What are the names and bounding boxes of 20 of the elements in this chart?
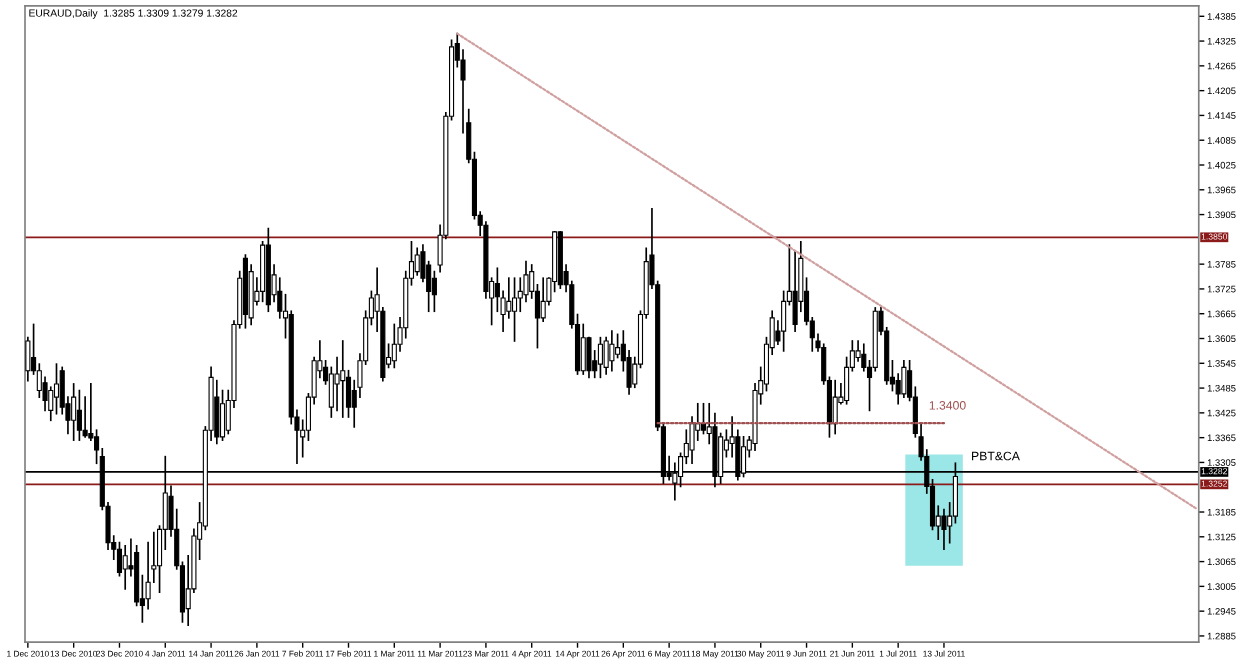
candlestick [71, 383, 77, 441]
candlestick [76, 389, 82, 441]
candlestick [901, 359, 907, 399]
candlestick [832, 379, 838, 435]
candlestick [603, 336, 609, 375]
candlestick [586, 336, 592, 379]
candlestick [391, 323, 397, 369]
candlestick [941, 508, 947, 551]
candlestick [122, 545, 128, 590]
candlestick [597, 336, 603, 379]
candlestick [506, 277, 512, 319]
candlestick [260, 241, 266, 303]
candlestick [615, 333, 621, 359]
candlestick [609, 330, 615, 372]
candlestick [580, 323, 586, 375]
candlestick [53, 363, 60, 415]
candlestick [219, 389, 226, 441]
candlestick [511, 277, 518, 342]
candlestick [340, 340, 346, 418]
candlestick [540, 277, 546, 322]
